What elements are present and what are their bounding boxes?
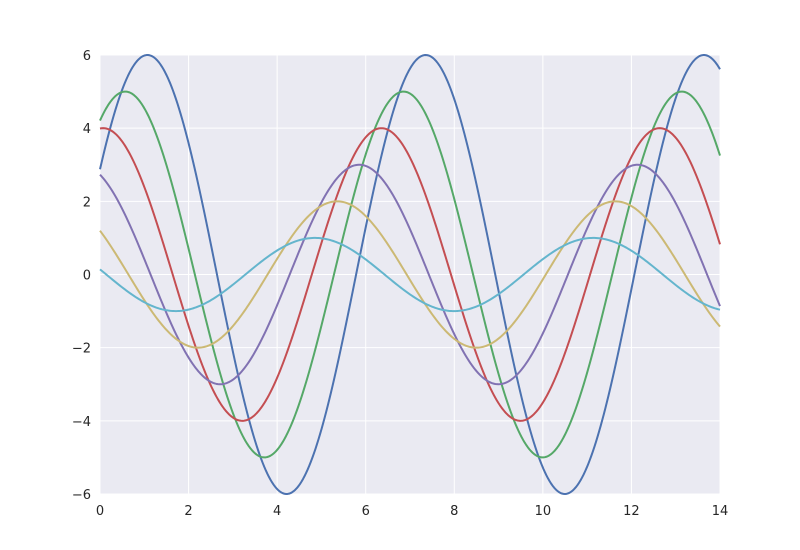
x-tick-label: 12 xyxy=(623,504,640,519)
y-tick-label: 4 xyxy=(83,122,91,137)
x-tick-label: 14 xyxy=(712,504,729,519)
series-lines xyxy=(99,54,721,495)
series-line-amplitude-4 xyxy=(99,127,721,422)
y-tick-label: 6 xyxy=(83,49,91,64)
series-line-amplitude-3 xyxy=(99,163,721,386)
x-tick-label: 0 xyxy=(96,504,104,519)
y-tick-label: −2 xyxy=(72,342,91,357)
x-tick-label: 2 xyxy=(184,504,192,519)
y-tick-label: −4 xyxy=(72,415,91,430)
x-axis-tick-labels: 0 2 4 6 8 10 12 14 xyxy=(96,504,728,519)
x-tick-label: 6 xyxy=(362,504,370,519)
series-line-amplitude-6 xyxy=(99,54,721,495)
x-tick-label: 8 xyxy=(450,504,458,519)
y-axis-tick-labels: −6 −4 −2 0 2 4 6 xyxy=(72,49,91,503)
x-tick-label: 10 xyxy=(535,504,552,519)
series-line-amplitude-1 xyxy=(99,236,721,313)
y-tick-label: 2 xyxy=(83,195,91,210)
grid-lines xyxy=(99,54,721,495)
y-tick-label: 0 xyxy=(83,269,91,284)
series-line-amplitude-5 xyxy=(99,90,721,459)
y-tick-label: −6 xyxy=(72,488,91,503)
x-tick-label: 4 xyxy=(273,504,281,519)
series-line-amplitude-2 xyxy=(99,200,721,349)
